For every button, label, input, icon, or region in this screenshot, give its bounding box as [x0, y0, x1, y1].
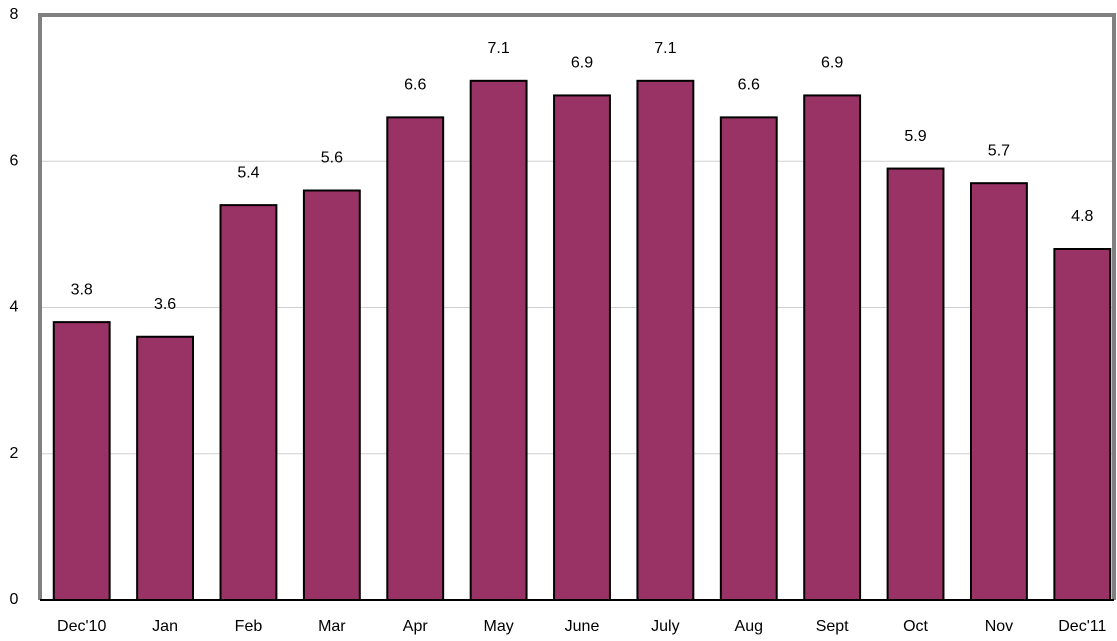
- bar: [219, 204, 278, 601]
- x-tick-label: July: [651, 618, 679, 635]
- x-tick-label: Sept: [816, 618, 849, 635]
- x-tick-label: Mar: [318, 618, 346, 635]
- y-tick-label: 4: [10, 299, 19, 316]
- value-label: 5.7: [988, 142, 1010, 159]
- bar: [886, 167, 945, 601]
- x-tick-label: Feb: [235, 618, 263, 635]
- value-label: 6.9: [821, 55, 843, 72]
- plot-frame: [38, 13, 1116, 600]
- y-tick-label: 0: [10, 591, 19, 608]
- value-label: 4.8: [1071, 208, 1093, 225]
- x-tick-label: Dec'10: [57, 618, 106, 635]
- bar: [52, 321, 111, 601]
- value-label: 7.1: [487, 40, 509, 57]
- value-label: 3.6: [154, 296, 176, 313]
- x-tick-label: Oct: [903, 618, 928, 635]
- x-tick-label: Nov: [985, 618, 1013, 635]
- x-tick-label: May: [483, 618, 513, 635]
- x-tick-label: Jan: [152, 618, 178, 635]
- x-tick-label: Apr: [403, 618, 429, 635]
- value-label: 3.8: [71, 281, 93, 298]
- x-tick-label: Aug: [735, 618, 763, 635]
- value-label: 5.9: [904, 128, 926, 145]
- bar: [1053, 248, 1112, 601]
- bar: [969, 182, 1028, 601]
- bar: [553, 94, 611, 601]
- value-label: 6.9: [571, 55, 593, 72]
- bar: [302, 189, 361, 601]
- value-label: 5.4: [237, 164, 259, 181]
- y-tick-label: 6: [10, 152, 19, 169]
- value-label: 6.6: [738, 77, 760, 94]
- bar: [469, 79, 528, 601]
- bar: [803, 94, 862, 601]
- bar: [136, 335, 195, 601]
- x-tick-label: June: [565, 618, 600, 635]
- x-tick-label: Dec'11: [1058, 618, 1106, 635]
- bar: [719, 116, 778, 601]
- value-label: 6.6: [404, 77, 426, 94]
- value-label: 5.6: [321, 150, 343, 167]
- y-tick-label: 2: [10, 445, 19, 462]
- value-label: 7.1: [654, 40, 676, 57]
- bar: [636, 79, 695, 601]
- y-tick-label: 8: [10, 6, 19, 23]
- bar: [386, 116, 445, 601]
